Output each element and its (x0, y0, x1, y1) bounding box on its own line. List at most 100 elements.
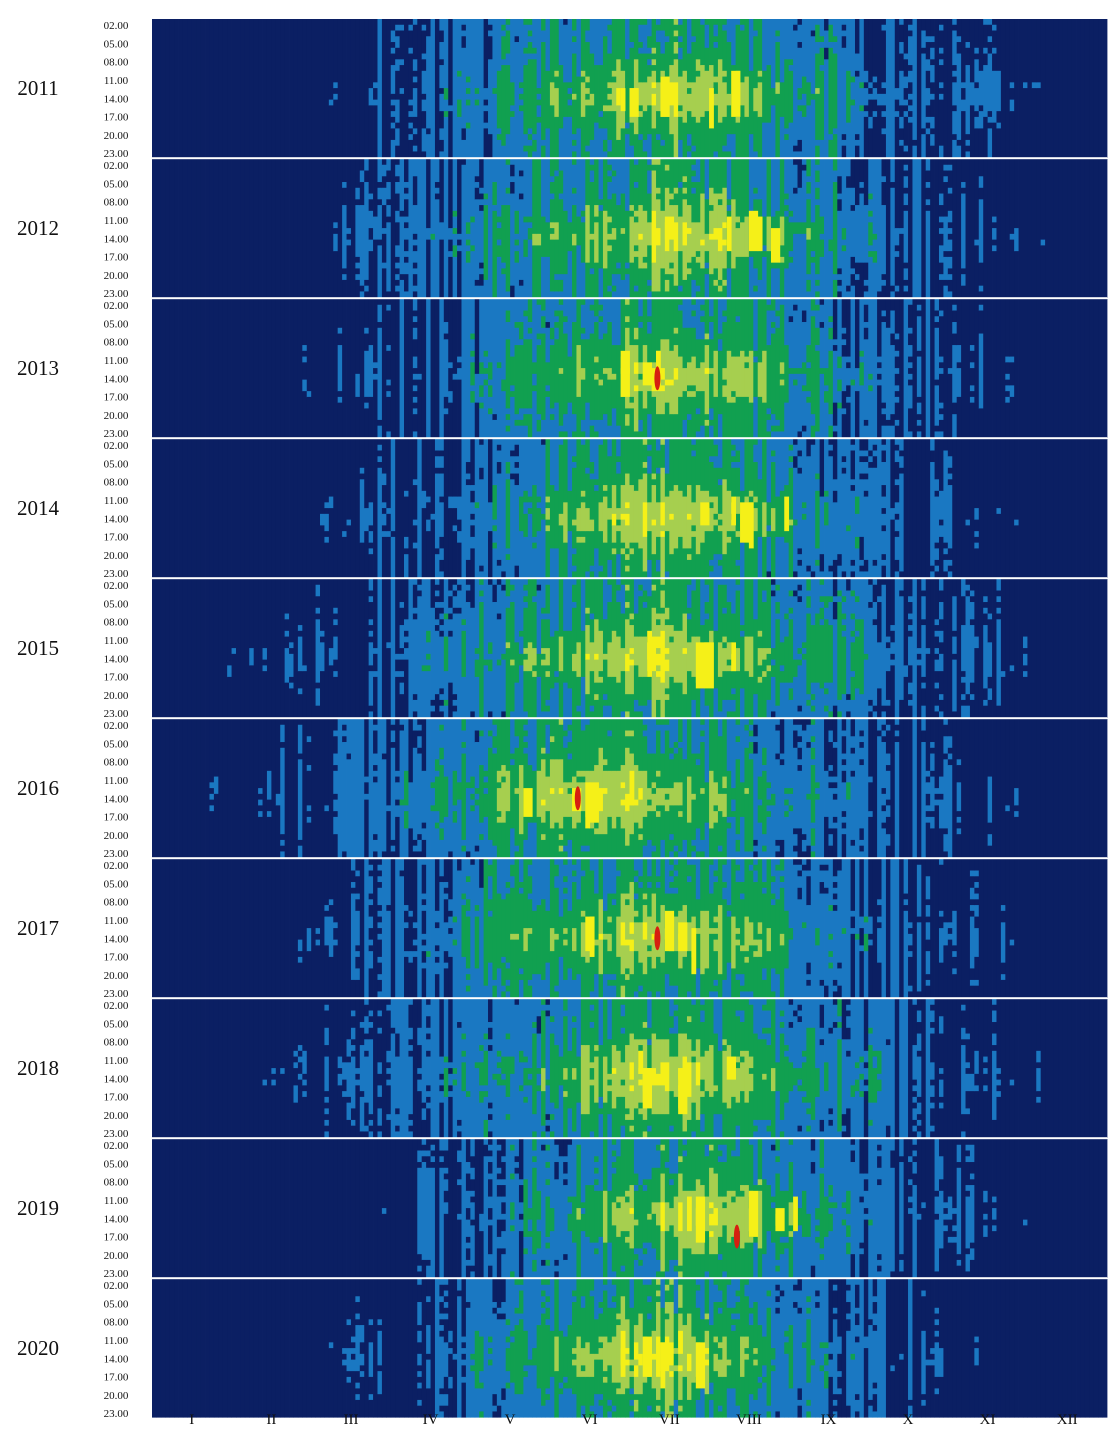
heatmap-cell (337, 159, 343, 298)
heatmap-cell (399, 625, 405, 649)
heatmap-cell (1036, 159, 1042, 298)
heatmap-cell (832, 19, 838, 37)
heatmap-cell (1023, 299, 1028, 438)
heatmap-cell (828, 339, 834, 352)
heatmap-cell (633, 345, 639, 363)
heatmap-cell (532, 648, 538, 666)
heatmap-cell (545, 502, 551, 509)
heatmap-cell (660, 139, 666, 147)
heatmap-cell (434, 770, 440, 777)
heatmap-cell (527, 42, 533, 54)
heatmap-cell (899, 699, 905, 718)
heatmap-cell (390, 724, 396, 731)
heatmap-cell (819, 584, 825, 597)
heatmap-cell (797, 705, 803, 712)
heatmap-cell (395, 805, 400, 818)
heatmap-cell (717, 711, 723, 718)
heatmap-cell (320, 525, 325, 578)
heatmap-cell (448, 630, 454, 637)
heatmap-cell (709, 565, 714, 572)
heatmap-cell (333, 251, 339, 298)
heatmap-cell (647, 559, 653, 578)
heatmap-cell (457, 607, 462, 614)
heatmap-cell (408, 782, 414, 829)
heatmap-cell (846, 368, 851, 386)
heatmap-cell (762, 590, 767, 603)
heatmap-cell (943, 450, 949, 544)
heatmap-cell (704, 584, 710, 603)
heatmap-cell (978, 176, 984, 189)
heatmap-cell (837, 565, 843, 578)
heatmap-cell (704, 268, 710, 275)
heatmap-cell (686, 82, 692, 89)
heatmap-cell (399, 216, 405, 275)
heatmap-cell (775, 584, 781, 591)
heatmap-cell (620, 765, 626, 783)
heatmap-cell (753, 30, 759, 37)
heatmap-cell (832, 579, 838, 597)
heatmap-cell (532, 536, 538, 544)
heatmap-cell (815, 579, 821, 614)
heatmap-cell (518, 630, 524, 637)
heatmap-cell (850, 676, 856, 701)
heatmap-cell (854, 636, 860, 689)
heatmap-cell (443, 299, 449, 323)
heatmap-cell (585, 467, 591, 474)
heatmap-cell (607, 456, 613, 509)
heatmap-cell (386, 396, 392, 432)
heatmap-cell (947, 222, 953, 229)
heatmap-cell (390, 730, 396, 743)
heatmap-cell (717, 251, 723, 281)
heatmap-cell (872, 705, 878, 712)
heatmap-cell (801, 653, 807, 661)
heatmap-cell (589, 170, 595, 183)
heatmap-cell (961, 596, 966, 626)
heatmap-cell (903, 151, 909, 158)
heatmap-cell (483, 299, 489, 352)
heatmap-cell (602, 414, 608, 438)
heatmap-cell (580, 222, 586, 264)
heatmap-cell (549, 339, 555, 346)
heatmap-cell (505, 310, 511, 323)
heatmap-cell (470, 333, 476, 340)
heatmap-cell (404, 439, 409, 492)
heatmap-cell (992, 245, 997, 252)
heatmap-cell (532, 602, 538, 649)
heatmap-cell (620, 439, 626, 486)
heatmap-cell (452, 590, 458, 597)
heatmap-cell (664, 439, 670, 474)
heatmap-cell (404, 811, 409, 829)
heatmap-cell (793, 525, 798, 572)
heatmap-cell (753, 362, 759, 398)
heatmap-cell (1080, 19, 1086, 158)
heatmap-cell (368, 636, 374, 643)
heatmap-cell (686, 93, 692, 112)
heatmap-cell (956, 145, 962, 158)
heatmap-cell (673, 747, 679, 754)
heatmap-cell (1049, 439, 1055, 578)
heatmap-cell (770, 327, 776, 334)
heatmap-cell (580, 676, 586, 718)
heatmap-cell (474, 159, 480, 177)
heatmap-cell (908, 122, 913, 158)
heatmap-cell (333, 299, 339, 438)
heatmap-cell (240, 579, 246, 718)
heatmap-cell (580, 730, 586, 772)
heatmap-cell (722, 379, 728, 386)
heatmap-cell (359, 542, 365, 578)
heatmap-cell (779, 579, 785, 643)
heatmap-cell (947, 565, 953, 572)
heatmap-cell (779, 379, 785, 386)
heatmap-cell (726, 659, 732, 666)
heatmap-cell (872, 299, 878, 438)
heatmap-cell (709, 368, 714, 375)
heatmap-cell (514, 425, 520, 438)
heatmap-cell (625, 554, 630, 561)
heatmap-cell (589, 105, 595, 141)
heatmap-cell (934, 322, 940, 329)
heatmap-cell (638, 268, 644, 298)
heatmap-cell (638, 579, 644, 586)
heatmap-cell (660, 839, 666, 858)
heatmap-cell (1009, 439, 1015, 578)
heatmap-cell (541, 834, 546, 841)
